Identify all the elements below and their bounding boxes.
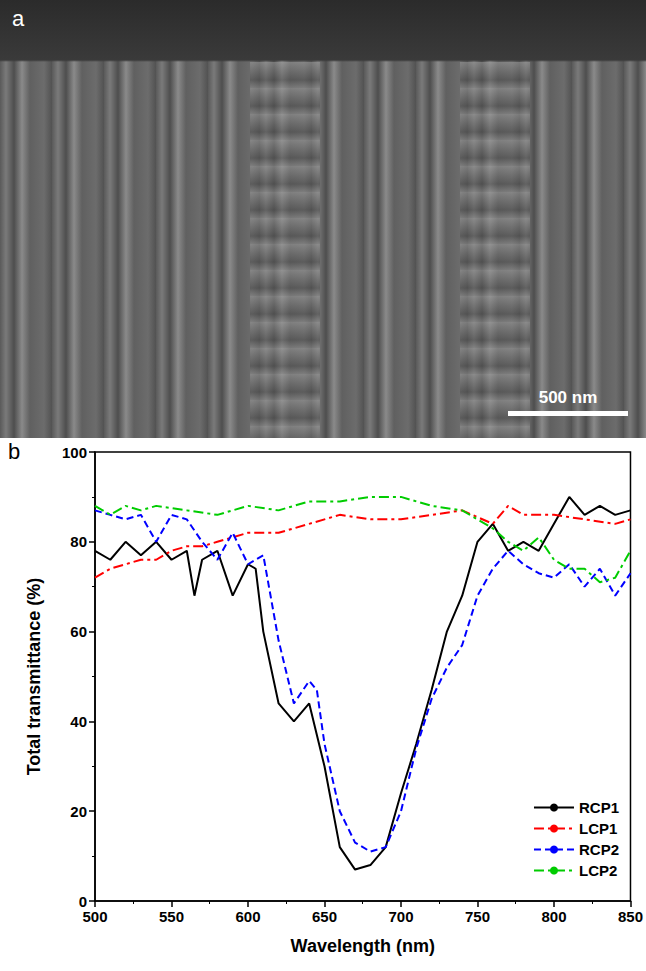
svg-text:Total transmittance (%): Total transmittance (%) (24, 578, 44, 776)
svg-text:LCP2: LCP2 (579, 862, 617, 879)
svg-text:600: 600 (235, 908, 260, 925)
svg-text:b: b (8, 439, 20, 464)
svg-text:LCP1: LCP1 (579, 820, 617, 837)
svg-text:20: 20 (70, 803, 87, 820)
svg-text:0: 0 (79, 893, 87, 910)
svg-text:Wavelength (nm): Wavelength (nm) (291, 936, 435, 956)
html-text:a: a (12, 6, 25, 31)
svg-text:80: 80 (70, 533, 87, 550)
svg-text:700: 700 (388, 908, 413, 925)
html-text:500 nm: 500 nm (538, 388, 598, 407)
svg-text:40: 40 (70, 713, 87, 730)
svg-text:650: 650 (312, 908, 337, 925)
svg-text:RCP1: RCP1 (579, 799, 619, 816)
svg-text:60: 60 (70, 623, 87, 640)
svg-text:100: 100 (62, 444, 87, 461)
svg-text:750: 750 (465, 908, 490, 925)
svg-text:850: 850 (618, 908, 643, 925)
svg-text:RCP2: RCP2 (579, 841, 619, 858)
svg-text:800: 800 (541, 908, 566, 925)
svg-text:550: 550 (159, 908, 184, 925)
svg-text:500: 500 (82, 908, 107, 925)
